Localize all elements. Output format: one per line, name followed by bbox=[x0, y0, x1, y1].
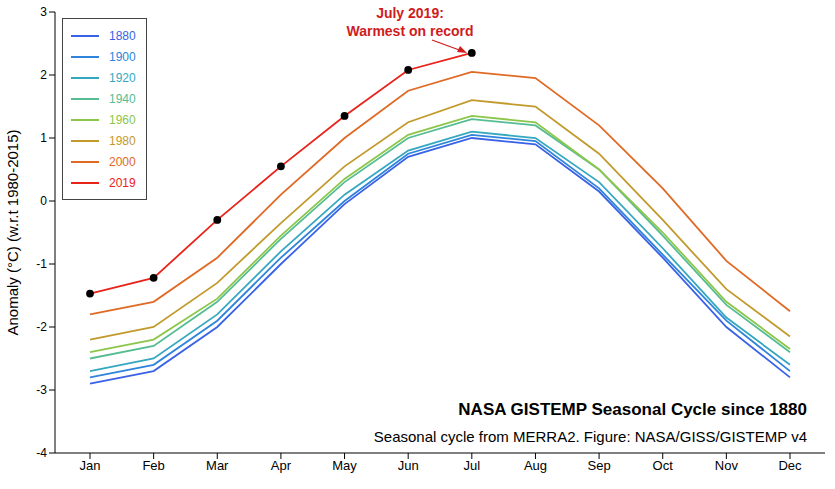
html-text:Seasonal cycle from MERRA2. Fi: Seasonal cycle from MERRA2. Figure: NASA… bbox=[373, 428, 807, 445]
svg-text:May: May bbox=[332, 458, 357, 473]
html-text:1960: 1960 bbox=[109, 112, 136, 127]
svg-text:Oct: Oct bbox=[653, 458, 674, 473]
html-text:1900: 1900 bbox=[109, 49, 136, 64]
html-text:2000: 2000 bbox=[109, 154, 136, 169]
html-text:1920: 1920 bbox=[109, 70, 136, 85]
svg-text:-1: -1 bbox=[36, 257, 47, 271]
svg-text:3: 3 bbox=[40, 5, 47, 19]
svg-text:Anomaly (°C) (w.r.t 1980-2015): Anomaly (°C) (w.r.t 1980-2015) bbox=[8, 129, 21, 335]
html-text:NASA GISTEMP Seasonal Cycle si: NASA GISTEMP Seasonal Cycle since 1880 bbox=[458, 400, 807, 419]
svg-text:Jul: Jul bbox=[464, 458, 481, 473]
svg-text:-4: -4 bbox=[36, 446, 47, 460]
html-text:July 2019:: July 2019: bbox=[376, 5, 444, 21]
svg-text:Feb: Feb bbox=[142, 458, 164, 473]
svg-text:Mar: Mar bbox=[206, 458, 229, 473]
svg-text:Nov: Nov bbox=[715, 458, 739, 473]
html-text:1880: 1880 bbox=[109, 28, 136, 43]
svg-text:1: 1 bbox=[40, 131, 47, 145]
html-text:1980: 1980 bbox=[109, 133, 136, 148]
svg-text:2: 2 bbox=[40, 68, 47, 82]
svg-text:Aug: Aug bbox=[524, 458, 547, 473]
html-text:Warmest on record: Warmest on record bbox=[346, 23, 474, 39]
svg-text:Sep: Sep bbox=[588, 458, 611, 473]
svg-text:-2: -2 bbox=[36, 320, 47, 334]
svg-text:Jan: Jan bbox=[80, 458, 101, 473]
svg-text:Jun: Jun bbox=[398, 458, 419, 473]
html-text:2019: 2019 bbox=[109, 175, 136, 190]
svg-text:-3: -3 bbox=[36, 383, 47, 397]
svg-text:Dec: Dec bbox=[778, 458, 802, 473]
svg-text:Apr: Apr bbox=[271, 458, 292, 473]
svg-text:0: 0 bbox=[40, 194, 47, 208]
html-text:1940: 1940 bbox=[109, 91, 136, 106]
